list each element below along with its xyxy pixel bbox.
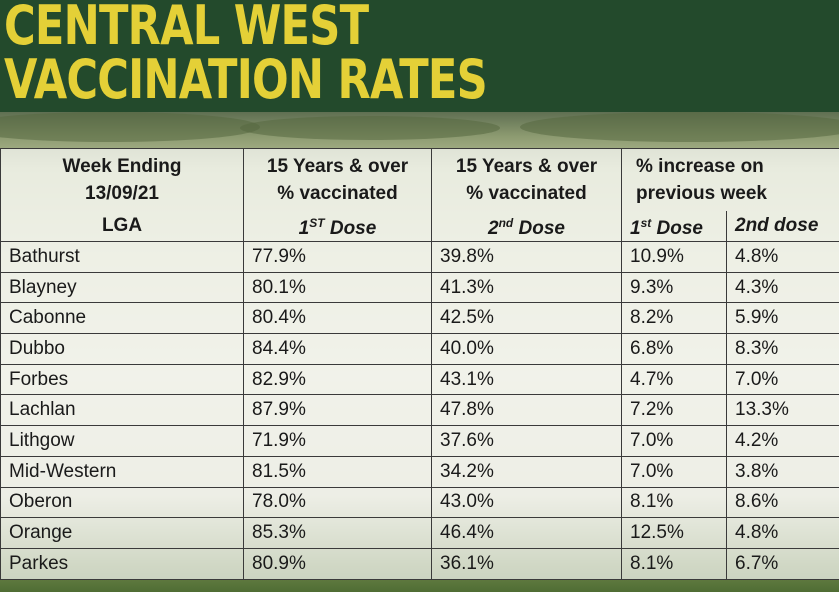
increase-second-dose-cell: 4.3% bbox=[725, 271, 839, 304]
increase-second-dose-cell: 13.3% bbox=[725, 394, 839, 427]
second-dose-cell: 47.8% bbox=[431, 394, 622, 427]
increase-second-dose-cell: 6.7% bbox=[725, 547, 839, 580]
increase-first-dose-cell: 9.3% bbox=[621, 271, 727, 304]
increase-first-dose-cell: 12.5% bbox=[621, 517, 727, 549]
increase-first-dose-subheader: 1st Dose bbox=[621, 211, 727, 242]
first-dose-cell: 71.9% bbox=[243, 425, 432, 457]
second-dose-cell: 42.5% bbox=[431, 302, 622, 335]
increase-first-dose-cell: 8.1% bbox=[621, 486, 727, 519]
increase-second-dose-cell: 5.9% bbox=[725, 302, 839, 335]
increase-first-dose-cell: 8.1% bbox=[621, 547, 727, 580]
increase-second-dose-cell: 3.8% bbox=[725, 455, 839, 488]
lga-header: LGA bbox=[0, 211, 244, 242]
increase-column-header: % increase on previous week bbox=[620, 148, 839, 211]
lga-cell: Oberon bbox=[0, 486, 244, 519]
increase-second-dose-cell: 8.3% bbox=[725, 333, 839, 365]
second-dose-cell: 43.0% bbox=[431, 486, 622, 519]
increase-second-dose-cell: 4.8% bbox=[725, 241, 839, 273]
table-row: Parkes 80.9% 36.1% 8.1% 6.7% bbox=[0, 547, 839, 580]
week-ending-header: Week Ending 13/09/21 bbox=[0, 148, 244, 211]
first-dose-cell: 78.0% bbox=[243, 486, 432, 519]
table-row: Dubbo 84.4% 40.0% 6.8% 8.3% bbox=[0, 333, 839, 365]
second-dose-cell: 36.1% bbox=[431, 547, 622, 580]
lga-cell: Mid-Western bbox=[0, 455, 244, 488]
increase-first-dose-cell: 10.9% bbox=[621, 241, 727, 273]
increase-first-dose-cell: 7.2% bbox=[621, 394, 727, 427]
title-line-2: VACCINATION RATES bbox=[4, 48, 488, 111]
first-dose-cell: 80.9% bbox=[243, 547, 432, 580]
increase-second-dose-cell: 8.6% bbox=[725, 486, 839, 519]
title-banner: CENTRAL WEST VACCINATION RATES bbox=[0, 0, 839, 112]
table-row: Forbes 82.9% 43.1% 4.7% 7.0% bbox=[0, 363, 839, 396]
table-header-row: Week Ending 13/09/21 15 Years & over % v… bbox=[0, 148, 839, 211]
second-dose-cell: 46.4% bbox=[431, 517, 622, 549]
title-line-1: CENTRAL WEST bbox=[4, 0, 369, 57]
lga-cell: Forbes bbox=[0, 363, 244, 396]
table-row: Lithgow 71.9% 37.6% 7.0% 4.2% bbox=[0, 425, 839, 457]
increase-second-dose-subheader: 2nd dose bbox=[725, 211, 839, 242]
increase-first-dose-cell: 6.8% bbox=[621, 333, 727, 365]
first-dose-cell: 82.9% bbox=[243, 363, 432, 396]
lga-cell: Bathurst bbox=[0, 241, 244, 273]
lga-cell: Dubbo bbox=[0, 333, 244, 365]
first-dose-cell: 77.9% bbox=[243, 241, 432, 273]
second-dose-cell: 37.6% bbox=[431, 425, 622, 457]
lga-cell: Parkes bbox=[0, 547, 244, 580]
table-row: Cabonne 80.4% 42.5% 8.2% 5.9% bbox=[0, 302, 839, 335]
second-dose-column-header: 15 Years & over % vaccinated bbox=[431, 148, 622, 211]
lga-cell: Blayney bbox=[0, 271, 244, 304]
first-dose-subheader: 1ST Dose bbox=[243, 211, 432, 242]
first-dose-cell: 84.4% bbox=[243, 333, 432, 365]
increase-second-dose-cell: 4.8% bbox=[725, 517, 839, 549]
table-row: Blayney 80.1% 41.3% 9.3% 4.3% bbox=[0, 271, 839, 304]
increase-first-dose-cell: 4.7% bbox=[621, 363, 727, 396]
table-subheader-row: LGA 1ST Dose 2nd Dose 1st Dose 2nd dose bbox=[0, 211, 839, 242]
first-dose-column-header: 15 Years & over % vaccinated bbox=[243, 148, 432, 211]
lga-cell: Orange bbox=[0, 517, 244, 549]
lga-cell: Lithgow bbox=[0, 425, 244, 457]
first-dose-cell: 80.4% bbox=[243, 302, 432, 335]
lga-cell: Cabonne bbox=[0, 302, 244, 335]
table-row: Mid-Western 81.5% 34.2% 7.0% 3.8% bbox=[0, 455, 839, 488]
second-dose-cell: 43.1% bbox=[431, 363, 622, 396]
first-dose-cell: 81.5% bbox=[243, 455, 432, 488]
table-row: Bathurst 77.9% 39.8% 10.9% 4.8% bbox=[0, 241, 839, 273]
first-dose-cell: 85.3% bbox=[243, 517, 432, 549]
vaccination-rates-table: Week Ending 13/09/21 15 Years & over % v… bbox=[0, 148, 839, 580]
first-dose-cell: 80.1% bbox=[243, 271, 432, 304]
increase-first-dose-cell: 8.2% bbox=[621, 302, 727, 335]
second-dose-cell: 41.3% bbox=[431, 271, 622, 304]
increase-first-dose-cell: 7.0% bbox=[621, 425, 727, 457]
second-dose-subheader: 2nd Dose bbox=[431, 211, 622, 242]
second-dose-cell: 40.0% bbox=[431, 333, 622, 365]
table-row: Lachlan 87.9% 47.8% 7.2% 13.3% bbox=[0, 394, 839, 427]
second-dose-cell: 34.2% bbox=[431, 455, 622, 488]
lga-cell: Lachlan bbox=[0, 394, 244, 427]
increase-second-dose-cell: 4.2% bbox=[725, 425, 839, 457]
second-dose-cell: 39.8% bbox=[431, 241, 622, 273]
increase-first-dose-cell: 7.0% bbox=[621, 455, 727, 488]
first-dose-cell: 87.9% bbox=[243, 394, 432, 427]
table-row: Oberon 78.0% 43.0% 8.1% 8.6% bbox=[0, 486, 839, 519]
table-row: Orange 85.3% 46.4% 12.5% 4.8% bbox=[0, 517, 839, 549]
increase-second-dose-cell: 7.0% bbox=[725, 363, 839, 396]
